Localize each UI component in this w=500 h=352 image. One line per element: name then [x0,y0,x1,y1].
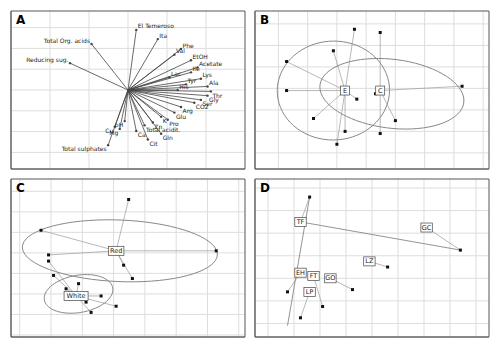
svg-text:LZ: LZ [365,257,374,265]
html-text:D: D [260,181,270,195]
svg-text:Reducing sug.: Reducing sug. [26,56,68,64]
svg-text:Phe: Phe [182,41,194,49]
svg-text:His: His [179,83,188,90]
svg-text:Lac: Lac [171,70,181,77]
svg-text:Total sulphates: Total sulphates [61,145,107,153]
html-text:A: A [16,13,26,27]
svg-text:EtOH: EtOH [192,53,207,60]
svg-text:Ita: Ita [159,32,167,39]
svg-text:CO2: CO2 [196,103,209,110]
svg-text:Total acidit.: Total acidit. [145,126,180,133]
svg-text:Tyr: Tyr [187,76,197,84]
svg-text:GC: GC [422,224,432,232]
svg-text:FT: FT [310,272,318,280]
svg-text:Red: Red [110,247,122,255]
html-text:C: C [16,181,25,195]
svg-text:Lys: Lys [202,71,212,79]
svg-text:EH: EH [296,269,305,277]
svg-text:Arg: Arg [182,107,193,115]
svg-text:LP: LP [306,288,314,296]
svg-text:Mg: Mg [109,129,119,137]
svg-text:Val: Val [176,47,185,54]
svg-text:E: E [343,87,347,95]
html-text:K Pro: K Pro [162,117,179,127]
svg-text:Glu: Glu [176,113,186,120]
html-text:B: B [260,13,270,27]
svg-text:Gln: Gln [163,134,173,141]
svg-text:TF: TF [296,218,305,226]
svg-text:C: C [378,87,383,95]
svg-text:Cit: Cit [149,140,158,147]
svg-text:Ca: Ca [137,131,146,139]
svg-text:Ala: Ala [209,79,219,86]
svg-text:pH: pH [114,121,124,129]
svg-text:White: White [67,292,86,300]
svg-text:Ile: Ile [192,65,199,72]
svg-text:GO: GO [325,274,335,282]
svg-text:Gly: Gly [209,96,219,103]
svg-text:Total Org. acids: Total Org. acids [43,37,90,45]
svg-text:Acetate: Acetate [199,60,222,67]
svg-text:El Temeroso: El Temeroso [138,22,174,29]
